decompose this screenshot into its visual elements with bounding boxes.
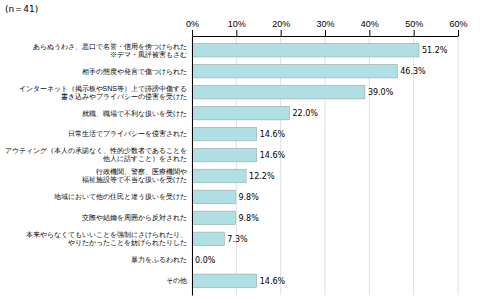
chart: 0% 10% 20% 30% 40% 50% 60% あらぬうわさ、悪口で名誉・信用を傍つけら… xyxy=(0,0,480,303)
bar xyxy=(192,232,224,246)
bar xyxy=(192,85,365,99)
tick: 交際や結婚を周囲から反対された xyxy=(82,214,187,222)
data-label: 22.0% xyxy=(293,109,319,118)
tick-label: 暴力をふるわれた xyxy=(131,256,187,264)
tick: 本来やらなくてもいいことを強制にさけられたり、やりたかったことを妨げられたりした xyxy=(26,231,187,247)
tick: 20% xyxy=(272,19,290,36)
bar xyxy=(192,274,257,288)
tick: 10% xyxy=(228,19,246,36)
bar xyxy=(192,127,257,141)
tick-label: その他 xyxy=(166,277,187,285)
tick-mark xyxy=(192,30,193,36)
tick: 暴力をふるわれた xyxy=(131,256,187,264)
tick-label: 就職、職場で不利な扱いを受けた xyxy=(82,110,187,118)
data-labels: 51.2% 46.3% 39.0% 22.0% 14.6% 14.6% 12.2% 9.8% 9… xyxy=(195,46,448,286)
axis-line xyxy=(192,37,193,296)
data-label: 39.0% xyxy=(368,88,394,97)
data-label: 14.6% xyxy=(260,130,286,139)
tick: 日常生活でプライバシーを侵害された xyxy=(68,130,187,138)
data-label: 0.0% xyxy=(195,256,216,265)
tick-label: 本来やらなくてもいいことを強制にさけられたり、やりたかったことを妨げられたりした xyxy=(26,231,187,247)
grid-line xyxy=(192,36,193,295)
tick: 30% xyxy=(316,19,334,36)
grid xyxy=(192,36,458,295)
tick-label: 0% xyxy=(186,19,199,29)
bar xyxy=(192,43,419,57)
tick: 就職、職場で不利な扱いを受けた xyxy=(82,110,187,118)
data-label: 9.8% xyxy=(238,193,259,202)
tick-label: 行政機関、警察、医療機関や福祉施設等で不当な扱いを受けた xyxy=(82,168,187,184)
bar xyxy=(192,106,290,120)
tick-label: 40% xyxy=(361,19,379,29)
tick-mark xyxy=(236,30,237,36)
tick: アウティング（本人の承諾なく、性的少数者であることを他人に話すこと）をされた xyxy=(5,147,187,163)
tick-mark xyxy=(458,30,459,36)
tick: 行政機関、警察、医療機関や福祉施設等で不当な扱いを受けた xyxy=(82,168,187,184)
bar xyxy=(192,211,235,225)
tick-label: 30% xyxy=(316,19,334,29)
tick-mark xyxy=(325,30,326,36)
tick: インターネット（掲示板やSNS等）上で誹謗中傷する書き込みやプライバシーの侵害を… xyxy=(19,85,187,101)
data-label: 14.6% xyxy=(260,277,286,286)
x-axis: 0% 10% 20% 30% 40% 50% 60% xyxy=(186,19,468,37)
tick-label: 相手の態度や発言で傷つけられた xyxy=(82,68,187,76)
tick: 地域において他の住民と違う扱いを受けた xyxy=(53,193,187,201)
tick-mark xyxy=(281,30,282,36)
tick-label: 地域において他の住民と違う扱いを受けた xyxy=(53,193,187,201)
tick: 60% xyxy=(449,19,467,36)
tick: その他 xyxy=(166,277,187,285)
annotation: (n＝41) xyxy=(5,4,38,14)
bar xyxy=(192,148,257,162)
axis-line xyxy=(193,36,459,37)
data-label: 51.2% xyxy=(422,46,448,55)
data-label: 46.3% xyxy=(400,67,426,76)
y-axis: あらぬうわさ、悪口で名誉・信用を傍つけられた※デマ・風評被害もさむ相手の態度や発… xyxy=(5,37,193,296)
tick: あらぬうわさ、悪口で名誉・信用を傍つけられた※デマ・風評被害もさむ xyxy=(33,43,187,59)
data-label: 14.6% xyxy=(260,151,286,160)
tick-label: インターネット（掲示板やSNS等）上で誹謗中傷する書き込みやプライバシーの侵害を… xyxy=(19,85,187,101)
tick-label: あらぬうわさ、悪口で名誉・信用を傍つけられた※デマ・風評被害もさむ xyxy=(33,43,187,59)
tick: 40% xyxy=(361,19,379,36)
tick-label: 10% xyxy=(228,19,246,29)
data-label: 7.3% xyxy=(227,235,248,244)
tick-label: 60% xyxy=(449,19,467,29)
tick-label: 交際や結婚を周囲から反対された xyxy=(82,214,187,222)
bar xyxy=(192,190,235,204)
tick-label: 50% xyxy=(405,19,423,29)
bars xyxy=(192,43,419,287)
data-label: 12.2% xyxy=(249,172,275,181)
tick: 相手の態度や発言で傷つけられた xyxy=(82,68,187,76)
tick-mark xyxy=(414,30,415,36)
bar xyxy=(192,169,246,183)
tick: 0% xyxy=(186,19,199,36)
grid-line xyxy=(458,36,459,295)
tick-mark xyxy=(369,30,370,36)
tick-label: アウティング（本人の承諾なく、性的少数者であることを他人に話すこと）をされた xyxy=(5,147,187,163)
tick-label: 日常生活でプライバシーを侵害された xyxy=(68,130,187,138)
bar xyxy=(192,64,397,78)
tick: 50% xyxy=(405,19,423,36)
plot: 0% 10% 20% 30% 40% 50% 60% あらぬうわさ、悪口で名誉・信用を傍つけら… xyxy=(5,19,468,296)
data-label: 9.8% xyxy=(238,214,259,223)
tick-label: 20% xyxy=(272,19,290,29)
